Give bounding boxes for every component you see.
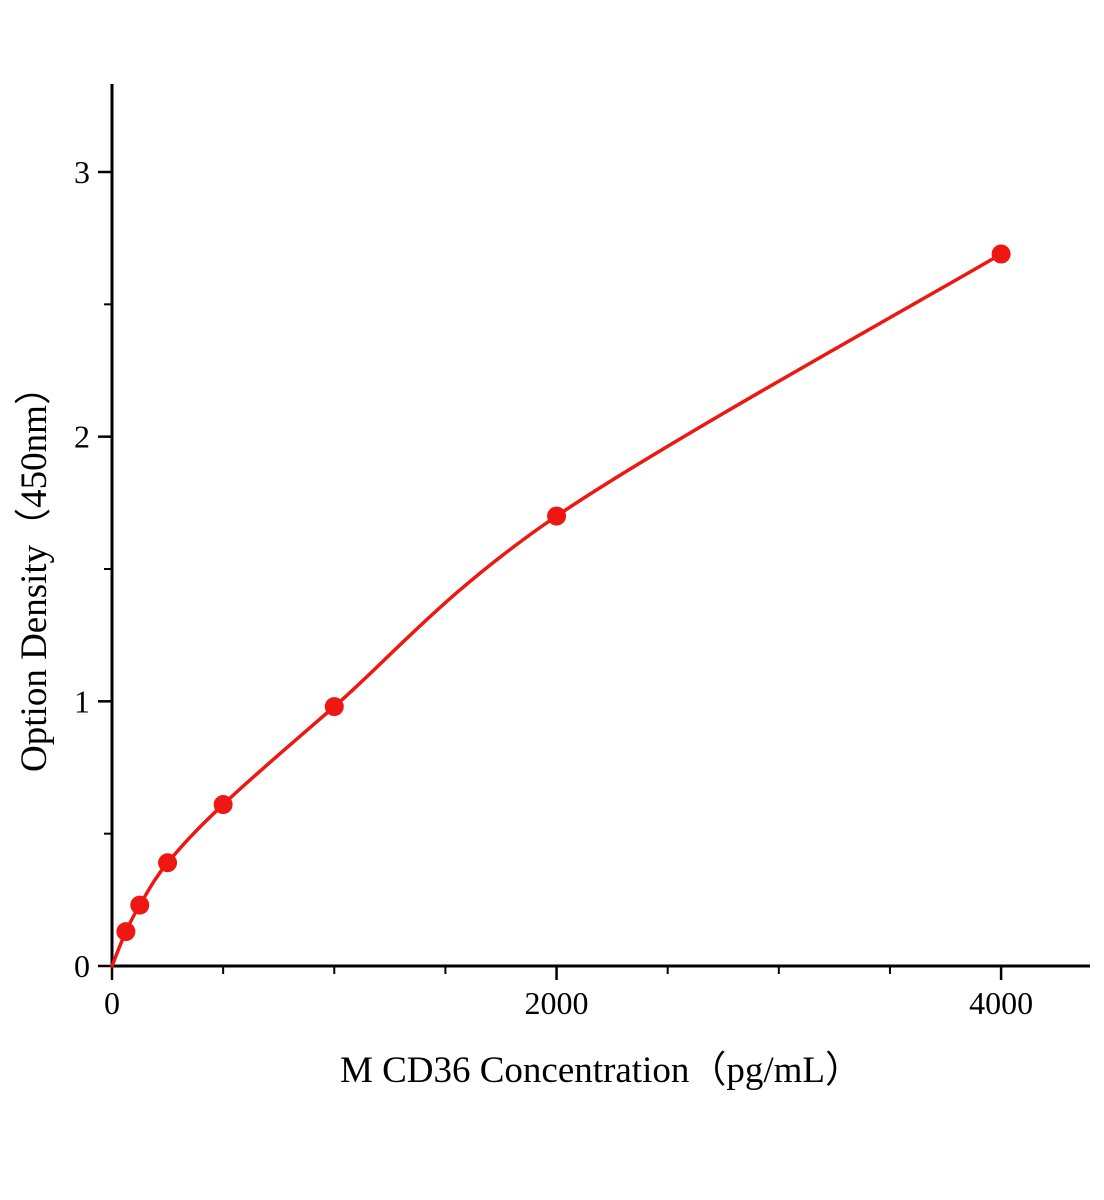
data-point-marker: [991, 244, 1011, 264]
data-point-marker: [213, 795, 233, 815]
x-tick-label: 0: [104, 985, 120, 1021]
data-point-marker: [324, 697, 344, 717]
y-tick-label: 3: [74, 154, 90, 190]
y-tick-label: 2: [74, 419, 90, 455]
x-tick-label: 4000: [969, 985, 1033, 1021]
standard-curve-series: [110, 244, 1011, 968]
data-point-marker: [130, 895, 150, 915]
y-axis-title: Option Density（450nm）: [14, 368, 55, 772]
data-point-marker: [116, 922, 136, 942]
x-tick-label: 2000: [525, 985, 589, 1021]
y-tick-label: 1: [74, 683, 90, 719]
tick-labels: 0 2000 4000 0 1 2 3: [74, 154, 1033, 1021]
axes: [98, 84, 1090, 980]
x-axis-title: M CD36 Concentration（pg/mL）: [340, 1050, 862, 1091]
data-point-marker: [158, 853, 178, 873]
standard-curve-line: [110, 252, 1003, 968]
data-point-marker: [547, 506, 567, 526]
y-tick-label: 0: [74, 948, 90, 984]
